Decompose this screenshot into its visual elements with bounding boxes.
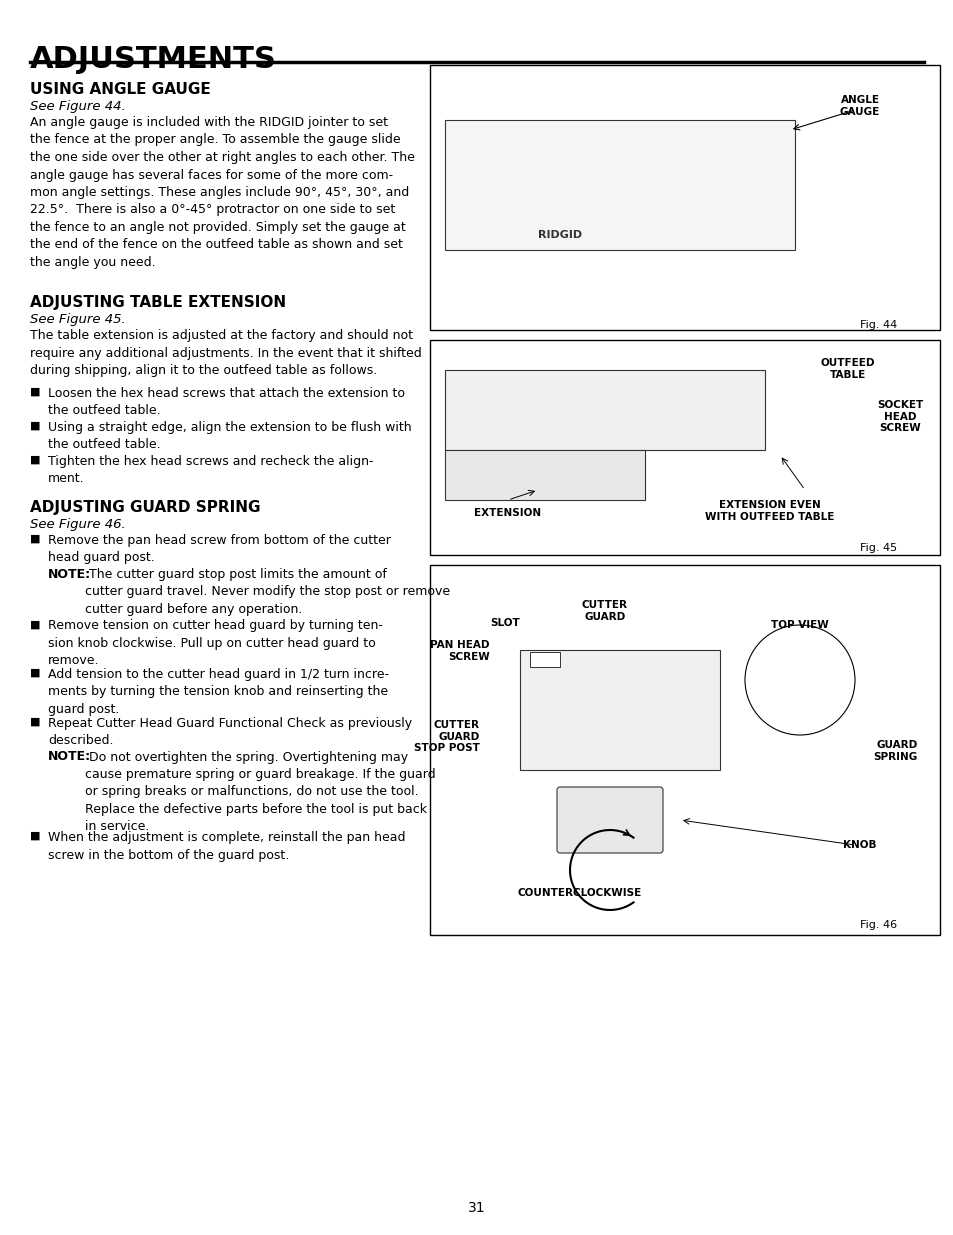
Text: Repeat Cutter Head Guard Functional Check as previously
described.: Repeat Cutter Head Guard Functional Chec… [48,716,412,747]
Text: Fig. 44: Fig. 44 [859,320,896,330]
Text: ■: ■ [30,668,40,678]
Text: PAN HEAD
SCREW: PAN HEAD SCREW [430,640,490,662]
Text: EXTENSION EVEN
WITH OUTFEED TABLE: EXTENSION EVEN WITH OUTFEED TABLE [704,500,834,521]
Text: ADJUSTMENTS: ADJUSTMENTS [30,44,276,74]
Text: GUARD
SPRING: GUARD SPRING [873,740,917,762]
Text: 31: 31 [468,1200,485,1215]
Text: NOTE:: NOTE: [48,751,91,763]
Text: Add tension to the cutter head guard in 1/2 turn incre-
ments by turning the ten: Add tension to the cutter head guard in … [48,668,389,716]
Text: Using a straight edge, align the extension to be flush with
the outfeed table.: Using a straight edge, align the extensi… [48,421,411,452]
Text: Loosen the hex head screws that attach the extension to
the outfeed table.: Loosen the hex head screws that attach t… [48,387,405,417]
Text: An angle gauge is included with the RIDGID jointer to set
the fence at the prope: An angle gauge is included with the RIDG… [30,116,415,269]
Text: CUTTER
GUARD
STOP POST: CUTTER GUARD STOP POST [414,720,479,753]
Text: RIDGID: RIDGID [537,230,581,240]
Text: ADJUSTING TABLE EXTENSION: ADJUSTING TABLE EXTENSION [30,295,286,310]
Text: KNOB: KNOB [842,840,876,850]
Text: ■: ■ [30,534,40,543]
FancyBboxPatch shape [444,450,644,500]
Text: NOTE:: NOTE: [48,568,91,580]
Bar [530,652,559,667]
Text: Fig. 45: Fig. 45 [859,543,896,553]
Text: ANGLE
GAUGE: ANGLE GAUGE [839,95,880,116]
Text: OUTFEED
TABLE: OUTFEED TABLE [820,358,874,379]
Bar [430,564,939,935]
Text: CUTTER
GUARD: CUTTER GUARD [581,600,627,621]
Text: ■: ■ [30,421,40,431]
Text: ADJUSTING GUARD SPRING: ADJUSTING GUARD SPRING [30,500,260,515]
Text: ■: ■ [30,716,40,726]
Text: ■: ■ [30,831,40,841]
Text: Remove tension on cutter head guard by turning ten-
sion knob clockwise. Pull up: Remove tension on cutter head guard by t… [48,620,382,667]
Text: Fig. 46: Fig. 46 [859,920,896,930]
Text: USING ANGLE GAUGE: USING ANGLE GAUGE [30,82,211,98]
Text: Tighten the hex head screws and recheck the align-
ment.: Tighten the hex head screws and recheck … [48,454,374,485]
Text: EXTENSION: EXTENSION [474,508,541,517]
Circle shape [744,625,854,735]
Text: ■: ■ [30,387,40,396]
Text: SOCKET
HEAD
SCREW: SOCKET HEAD SCREW [876,400,923,433]
Bar [430,65,939,330]
Text: When the adjustment is complete, reinstall the pan head
screw in the bottom of t: When the adjustment is complete, reinsta… [48,831,405,862]
Text: ■: ■ [30,620,40,630]
FancyBboxPatch shape [444,120,794,249]
Text: SLOT: SLOT [490,618,519,629]
Text: Remove the pan head screw from bottom of the cutter
head guard post.: Remove the pan head screw from bottom of… [48,534,391,564]
Text: See Figure 46.: See Figure 46. [30,517,126,531]
FancyBboxPatch shape [519,650,720,769]
Text: See Figure 45.: See Figure 45. [30,312,126,326]
Bar [430,340,939,555]
Text: The table extension is adjusted at the factory and should not
require any additi: The table extension is adjusted at the f… [30,329,421,377]
Text: The cutter guard stop post limits the amount of
cutter guard travel. Never modif: The cutter guard stop post limits the am… [85,568,450,616]
Text: See Figure 44.: See Figure 44. [30,100,126,112]
Text: TOP VIEW: TOP VIEW [770,620,828,630]
Text: ■: ■ [30,454,40,466]
FancyBboxPatch shape [557,787,662,853]
Text: Do not overtighten the spring. Overtightening may
cause premature spring or guar: Do not overtighten the spring. Overtight… [85,751,436,834]
Text: COUNTERCLOCKWISE: COUNTERCLOCKWISE [517,888,641,898]
FancyBboxPatch shape [444,370,764,450]
